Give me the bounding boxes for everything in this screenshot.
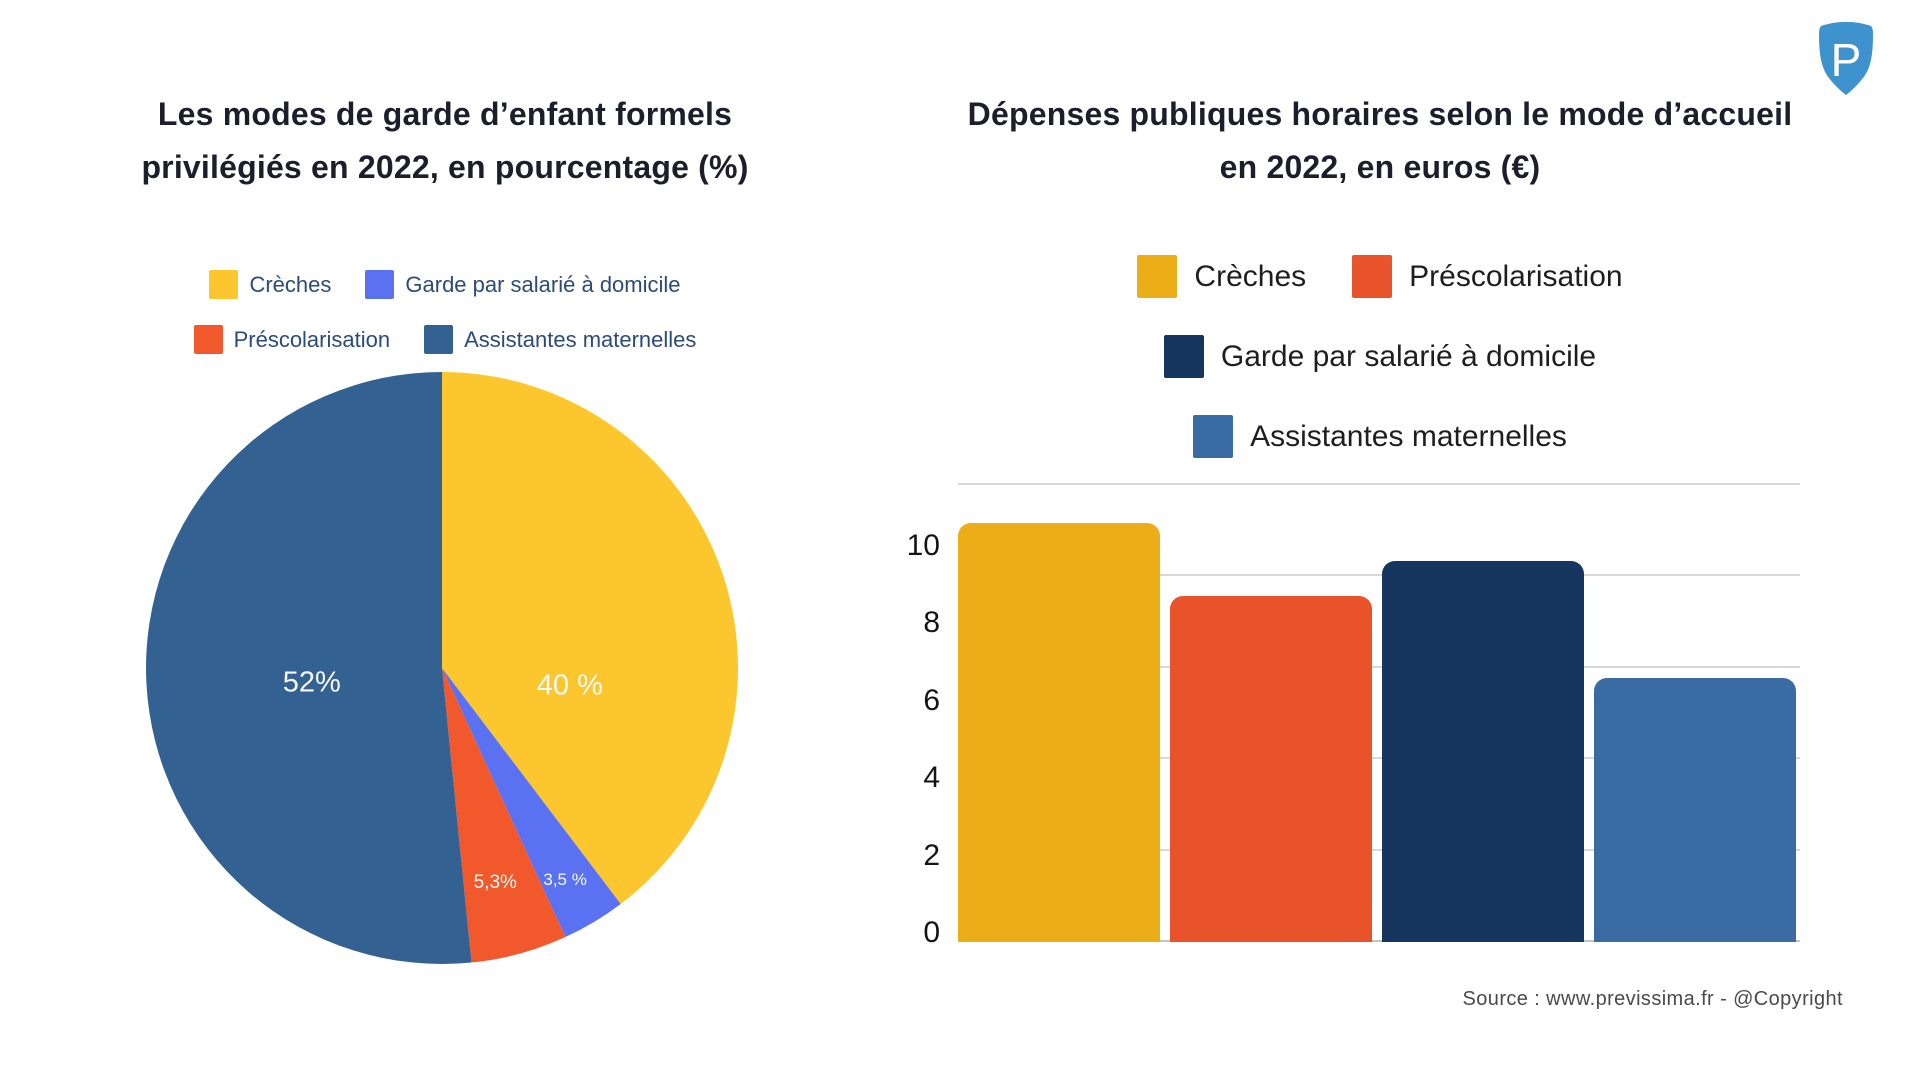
legend-swatch-assistantes-maternelles (424, 325, 454, 354)
bar-legend-row: Assistantes maternelles (950, 415, 1810, 458)
bar-prescolarisation (1170, 596, 1372, 942)
shield-icon: P (1819, 21, 1873, 95)
legend-item-garde-par-salarie-a-domicile: Garde par salarié à domicile (1163, 335, 1597, 378)
legend-swatch-creches (209, 270, 239, 299)
legend-swatch-assistantes-maternelles (1193, 415, 1234, 458)
pie-slice-creches (442, 372, 738, 904)
legend-label: Crèches (249, 271, 332, 297)
bar-chart-title-line-1: Dépenses publiques horaires selon le mod… (967, 96, 1793, 132)
legend-label: Garde par salarié à domicile (1220, 339, 1597, 373)
pie-value-label-assistantes-maternelles: 52% (282, 666, 341, 699)
legend-swatch-garde-par-salarie-a-domicile (1163, 335, 1204, 378)
logo-letter: P (1831, 34, 1862, 86)
pie-slice-assistantes-maternelles (146, 372, 472, 964)
gridline (958, 848, 1800, 851)
pie-chart-title-line-2: privilégiés en 2022, en pourcentage (%) (141, 149, 749, 185)
pie-chart-graphic (146, 372, 738, 964)
y-axis-tick-10: 10 (906, 528, 940, 562)
bar-legend-row: Garde par salarié à domicile (950, 335, 1810, 378)
legend-swatch-prescolarisation (1352, 255, 1393, 298)
legend-item-creches: Crèches (1137, 255, 1306, 298)
gridline (958, 483, 1800, 485)
pie-legend-row: Préscolarisation Assistantes maternelles (75, 325, 815, 354)
y-axis-tick-8: 8 (923, 606, 940, 640)
pie-legend-row: Crèches Garde par salarié à domicile (75, 270, 815, 299)
pie-value-label-prescolarisation: 5,3% (473, 871, 517, 893)
legend-label: Préscolarisation (233, 326, 391, 352)
pie-slice-garde-par-salarie-a-domicile (442, 668, 621, 938)
legend-label: Assistantes maternelles (1250, 419, 1567, 453)
legend-item-garde-par-salarie-a-domicile: Garde par salarié à domicile (365, 270, 681, 299)
gridline (958, 665, 1800, 668)
bar-chart-plot-area: 0 2 4 6 8 10 (907, 483, 1800, 948)
legend-swatch-garde-par-salarie-a-domicile (365, 270, 395, 299)
pie-slice-prescolarisation (442, 668, 566, 963)
gridline (958, 574, 1800, 577)
pie-value-label-garde-par-salarie-a-domicile: 3,5 % (543, 869, 587, 889)
bar-chart-legend: Crèches Préscolarisation Garde par salarié… (950, 255, 1810, 495)
bar-chart-title: Dépenses publiques horaires selon le mod… (950, 88, 1810, 194)
source-text: Source : www.previssima.fr - @Copyright (1462, 988, 1843, 1010)
bar-creches (958, 522, 1160, 942)
bar-garde-par-salarie-a-domicile (1382, 561, 1584, 942)
legend-label: Assistantes maternelles (464, 326, 697, 352)
pie-chart-title-line-1: Les modes de garde d’enfant formels (157, 96, 733, 132)
bar-chart-title-line-2: en 2022, en euros (€) (1219, 149, 1541, 185)
pie-value-label-creches: 40 % (536, 669, 603, 702)
legend-swatch-creches (1137, 255, 1178, 298)
legend-item-prescolarisation: Préscolarisation (1352, 255, 1623, 298)
legend-item-assistantes-maternelles: Assistantes maternelles (424, 325, 696, 354)
legend-label: Garde par salarié à domicile (405, 271, 681, 297)
y-axis-tick-6: 6 (923, 683, 940, 717)
previssima-logo: P (1813, 20, 1879, 98)
bar-assistantes-maternelles (1594, 677, 1796, 942)
pie-chart-legend: Crèches Garde par salarié à domicile Présc… (75, 270, 815, 380)
legend-swatch-prescolarisation (193, 325, 223, 354)
pie-chart-title: Les modes de garde d’enfant formels priv… (75, 88, 815, 194)
x-axis-baseline (958, 940, 1800, 942)
y-axis-tick-2: 2 (923, 838, 940, 872)
gridline (958, 757, 1800, 760)
legend-label: Crèches (1194, 259, 1307, 293)
legend-item-creches: Crèches (209, 270, 331, 299)
pie-chart: 40 % 3,5 % 5,3% 52% (146, 372, 738, 964)
y-axis-tick-0: 0 (923, 916, 940, 950)
legend-label: Préscolarisation (1409, 259, 1623, 293)
legend-item-assistantes-maternelles: Assistantes maternelles (1193, 415, 1567, 458)
legend-item-prescolarisation: Préscolarisation (193, 325, 391, 354)
y-axis-tick-4: 4 (923, 761, 940, 795)
bar-legend-row: Crèches Préscolarisation (950, 255, 1810, 298)
